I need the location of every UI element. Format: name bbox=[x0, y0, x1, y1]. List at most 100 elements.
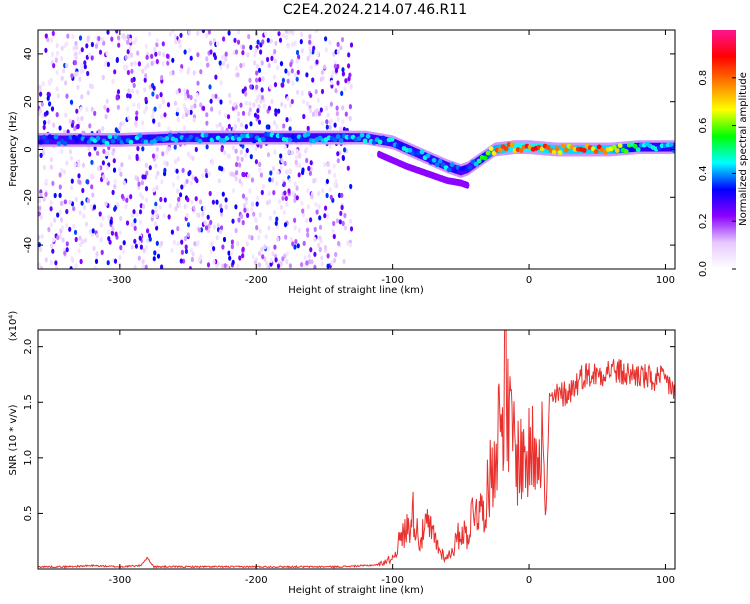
noise-speck bbox=[58, 125, 62, 131]
noise-speck bbox=[228, 255, 232, 261]
ridge-core bbox=[440, 162, 446, 168]
noise-speck bbox=[216, 261, 220, 267]
ridge-core bbox=[164, 136, 170, 141]
noise-speck bbox=[70, 73, 74, 79]
noise-speck bbox=[130, 77, 134, 83]
noise-speck bbox=[93, 110, 97, 116]
noise-speck bbox=[190, 199, 194, 205]
noise-speck bbox=[130, 244, 134, 250]
noise-speck bbox=[260, 94, 264, 101]
noise-speck bbox=[97, 129, 101, 135]
noise-speck bbox=[295, 148, 299, 154]
ridge-core bbox=[509, 142, 515, 148]
noise-speck bbox=[258, 93, 262, 99]
noise-speck bbox=[177, 38, 181, 44]
noise-speck bbox=[333, 182, 337, 189]
noise-speck bbox=[116, 202, 120, 208]
noise-speck bbox=[183, 106, 187, 112]
noise-speck bbox=[99, 222, 103, 228]
noise-speck bbox=[300, 200, 304, 206]
noise-speck bbox=[143, 87, 147, 93]
noise-speck bbox=[230, 244, 234, 250]
noise-speck bbox=[183, 95, 188, 101]
noise-speck bbox=[236, 263, 240, 269]
noise-speck bbox=[91, 174, 95, 180]
noise-speck bbox=[171, 57, 175, 63]
noise-speck bbox=[212, 259, 216, 265]
noise-speck bbox=[218, 229, 222, 235]
noise-speck bbox=[305, 146, 309, 152]
noise-speck bbox=[241, 44, 245, 50]
noise-speck bbox=[132, 82, 136, 88]
noise-speck bbox=[168, 31, 172, 37]
noise-speck bbox=[255, 63, 260, 69]
noise-speck bbox=[257, 250, 262, 256]
noise-speck bbox=[155, 38, 160, 44]
ridge-core bbox=[338, 138, 344, 143]
noise-speck bbox=[48, 101, 52, 107]
noise-speck bbox=[155, 185, 159, 191]
noise-speck bbox=[41, 81, 45, 87]
noise-speck bbox=[209, 40, 213, 46]
noise-speck bbox=[293, 181, 297, 187]
noise-speck bbox=[90, 232, 94, 238]
ridge-core bbox=[437, 158, 443, 164]
noise-speck bbox=[118, 230, 123, 236]
noise-speck bbox=[39, 152, 43, 158]
noise-speck bbox=[328, 187, 332, 193]
noise-speck bbox=[227, 250, 231, 256]
noise-speck bbox=[172, 239, 176, 246]
noise-speck bbox=[306, 204, 310, 210]
ridge-core bbox=[545, 145, 551, 150]
noise-speck bbox=[259, 172, 263, 178]
noise-speck bbox=[281, 195, 285, 201]
noise-speck bbox=[219, 99, 223, 105]
ridge-core bbox=[668, 142, 674, 147]
noise-speck bbox=[46, 91, 50, 97]
noise-speck bbox=[192, 117, 196, 123]
noise-speck bbox=[176, 174, 180, 181]
noise-speck bbox=[82, 204, 87, 210]
noise-speck bbox=[257, 234, 261, 240]
noise-speck bbox=[91, 192, 95, 198]
noise-speck bbox=[141, 146, 145, 152]
noise-speck bbox=[329, 101, 333, 107]
noise-speck bbox=[90, 106, 94, 112]
noise-speck bbox=[298, 162, 302, 169]
noise-speck bbox=[40, 233, 44, 240]
noise-speck bbox=[204, 168, 208, 174]
noise-speck bbox=[60, 148, 64, 154]
noise-speck bbox=[156, 253, 161, 259]
noise-speck bbox=[186, 232, 190, 238]
noise-speck bbox=[277, 108, 281, 114]
noise-speck bbox=[309, 92, 313, 98]
noise-speck bbox=[336, 41, 340, 48]
noise-speck bbox=[288, 168, 292, 174]
noise-speck bbox=[231, 218, 235, 224]
noise-speck bbox=[223, 150, 227, 156]
noise-speck bbox=[217, 178, 221, 184]
noise-speck bbox=[194, 176, 198, 182]
noise-speck bbox=[260, 60, 264, 66]
noise-speck bbox=[212, 37, 216, 44]
noise-speck bbox=[313, 251, 317, 257]
noise-speck bbox=[346, 165, 350, 171]
noise-speck bbox=[234, 228, 238, 234]
noise-speck bbox=[192, 70, 196, 76]
noise-speck bbox=[343, 225, 347, 231]
noise-speck bbox=[279, 165, 283, 171]
noise-speck bbox=[244, 100, 248, 106]
noise-speck bbox=[338, 219, 342, 225]
noise-speck bbox=[341, 105, 345, 111]
noise-speck bbox=[231, 259, 235, 265]
noise-speck bbox=[150, 60, 154, 66]
noise-speck bbox=[106, 107, 110, 113]
colorbar-label: Normalized spectral amplitude bbox=[738, 72, 749, 226]
noise-speck bbox=[72, 223, 76, 229]
noise-speck bbox=[122, 180, 126, 186]
noise-speck bbox=[131, 88, 135, 94]
noise-speck bbox=[348, 104, 352, 110]
ridge-core bbox=[236, 136, 242, 142]
noise-speck bbox=[231, 188, 236, 194]
noise-speck bbox=[88, 151, 92, 157]
